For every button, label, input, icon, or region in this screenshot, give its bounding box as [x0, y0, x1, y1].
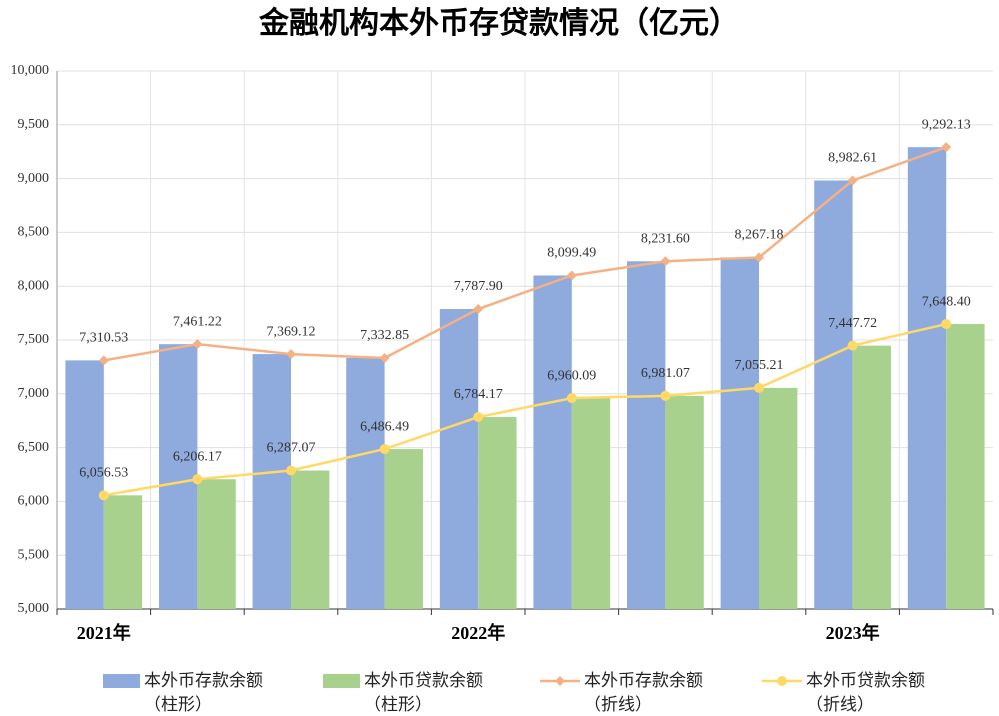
bar: [197, 479, 236, 609]
data-label: 6,056.53: [79, 466, 128, 481]
bar: [946, 324, 985, 609]
bar: [439, 309, 479, 609]
data-label: 7,055.21: [735, 358, 784, 373]
marker: [847, 175, 858, 186]
y-tick-label: 8,000: [18, 278, 50, 293]
legend-label: 本外币存款余额（折线）: [584, 671, 703, 715]
data-label: 7,447.72: [828, 316, 877, 331]
data-label: 9,292.13: [922, 117, 971, 132]
data-label: 7,310.53: [79, 331, 128, 346]
data-label: 7,332.85: [360, 328, 409, 343]
data-label: 6,960.09: [547, 368, 596, 383]
bar: [907, 147, 947, 609]
marker: [286, 349, 296, 360]
marker: [566, 270, 577, 281]
marker: [754, 252, 764, 263]
data-label: 7,461.22: [173, 314, 222, 329]
data-label: 7,787.90: [454, 279, 503, 294]
y-tick-label: 6,500: [18, 440, 50, 455]
bar: [478, 417, 517, 609]
x-tick-label: 2022年: [451, 622, 505, 643]
bar: [103, 495, 143, 609]
marker: [473, 304, 484, 315]
data-label: 7,648.40: [922, 294, 971, 309]
bar: [720, 257, 759, 609]
bar: [346, 357, 385, 609]
y-tick-label: 5,000: [18, 601, 50, 616]
data-label: 8,099.49: [547, 246, 596, 261]
marker: [473, 412, 484, 423]
data-label: 8,231.60: [641, 231, 690, 246]
bar: [759, 387, 798, 609]
legend-marker: [555, 676, 565, 686]
bar: [252, 354, 291, 609]
bar: [533, 275, 572, 609]
marker: [379, 444, 390, 455]
line: [103, 145, 947, 362]
legend-label: 本外币存款余额（柱形）: [144, 671, 263, 715]
marker: [566, 393, 577, 404]
bar: [852, 345, 891, 609]
line: [103, 322, 947, 497]
y-tick-label: 7,000: [18, 386, 50, 401]
y-tick-label: 5,500: [18, 547, 50, 562]
legend-marker: [777, 676, 787, 686]
data-label: 6,486.49: [360, 419, 409, 434]
data-label: 7,369.12: [267, 324, 316, 339]
chart-title: 金融机构本外币存贷款情况（亿元）: [258, 6, 739, 40]
y-tick-label: 7,500: [18, 332, 50, 347]
y-tick-label: 6,000: [18, 494, 50, 509]
y-tick-label: 8,500: [18, 225, 50, 240]
marker: [98, 355, 109, 366]
y-tick-label: 9,500: [18, 117, 50, 132]
marker: [941, 142, 952, 153]
bar: [65, 360, 104, 609]
marker: [941, 319, 952, 330]
bar: [814, 180, 853, 609]
bar: [627, 261, 666, 609]
marker: [660, 256, 671, 267]
marker: [847, 340, 858, 351]
y-tick-label: 9,000: [18, 171, 50, 186]
data-label: 8,267.18: [735, 228, 784, 243]
marker: [660, 390, 671, 401]
bar: [159, 344, 198, 609]
x-tick-label: 2021年: [77, 622, 131, 643]
marker: [98, 490, 109, 501]
bar: [291, 470, 330, 609]
marker: [286, 465, 296, 476]
legend-swatch: [323, 674, 360, 688]
marker: [379, 352, 390, 363]
data-label: 6,981.07: [641, 366, 690, 381]
legend-label: 本外币贷款余额（折线）: [806, 671, 925, 715]
x-tick-label: 2023年: [826, 622, 880, 643]
legend-swatch: [103, 674, 140, 688]
data-label: 8,982.61: [828, 151, 877, 166]
bar: [384, 449, 423, 609]
bar: [665, 395, 704, 609]
legend-label: 本外币贷款余额（柱形）: [364, 671, 483, 715]
marker: [192, 474, 203, 485]
marker: [192, 339, 203, 350]
y-tick-label: 10,000: [11, 63, 50, 78]
bar: [571, 398, 611, 609]
marker: [754, 382, 764, 393]
data-label: 6,287.07: [267, 441, 316, 456]
data-label: 6,784.17: [454, 387, 503, 402]
data-label: 6,206.17: [173, 449, 222, 464]
